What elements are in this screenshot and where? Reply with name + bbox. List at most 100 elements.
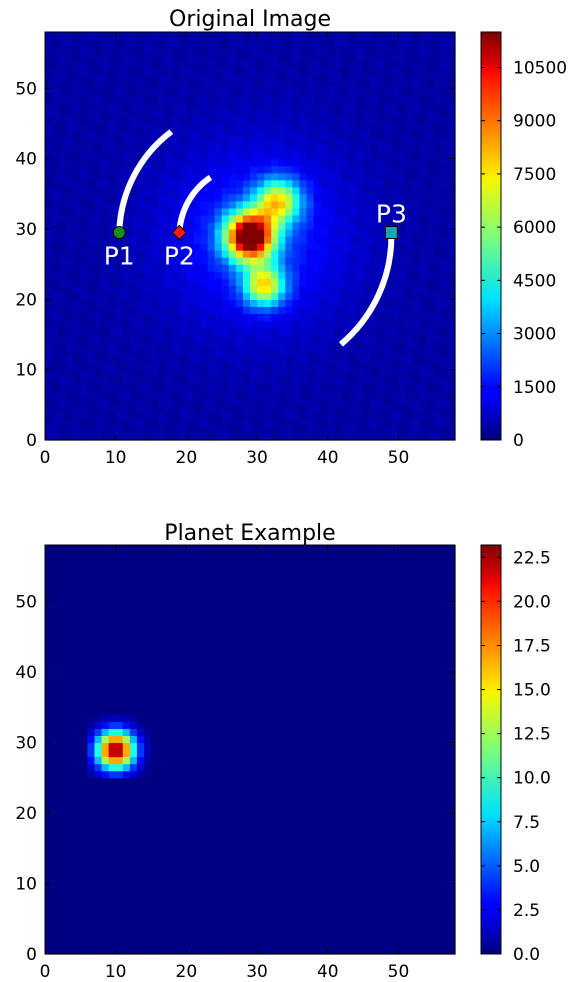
heatmap-cell — [306, 355, 315, 364]
heatmap-cell — [193, 404, 202, 413]
heatmap-cell — [193, 897, 202, 906]
heatmap-cell — [158, 39, 166, 47]
heatmap-cell — [186, 60, 195, 68]
heatmap-cell — [447, 39, 456, 47]
heatmap-cell — [278, 411, 286, 420]
heatmap-cell — [419, 207, 428, 216]
heatmap-cell — [320, 791, 329, 800]
heatmap-cell — [242, 376, 251, 385]
marker-p3 — [384, 225, 398, 239]
heatmap-cell — [158, 151, 166, 160]
heatmap-cell — [101, 355, 110, 364]
heatmap-cell — [264, 777, 272, 786]
heatmap-cell — [341, 425, 350, 434]
heatmap-cell — [447, 348, 456, 357]
heatmap-cell — [45, 418, 53, 427]
heatmap-cell — [221, 798, 230, 807]
heatmap-cell — [108, 841, 117, 849]
heatmap-cell — [433, 812, 442, 821]
heatmap-cell — [108, 798, 117, 807]
heatmap-cell — [193, 869, 202, 878]
heatmap-cell — [59, 32, 67, 40]
heatmap-cell — [419, 95, 428, 103]
heatmap-cell — [52, 770, 60, 779]
heatmap-cell — [228, 250, 237, 258]
heatmap-cell — [320, 883, 329, 892]
heatmap-cell — [172, 355, 180, 364]
heatmap-cell — [348, 904, 357, 913]
heatmap-cell — [115, 39, 124, 47]
heatmap-cell — [440, 88, 449, 96]
heatmap-cell — [250, 271, 258, 279]
heatmap-cell — [292, 418, 301, 427]
heatmap-cell — [363, 791, 371, 800]
heatmap-cell — [158, 221, 166, 230]
heatmap-cell — [143, 390, 152, 399]
heatmap-cell — [250, 411, 258, 420]
heatmap-cell — [370, 123, 378, 132]
heatmap-cell — [398, 784, 407, 793]
heatmap-cell — [377, 362, 385, 371]
heatmap-cell — [59, 221, 67, 230]
heatmap-cell — [370, 327, 378, 336]
heatmap-cell — [158, 397, 166, 406]
heatmap-cell — [299, 172, 308, 181]
heatmap-cell — [299, 834, 308, 842]
heatmap-cell — [257, 250, 265, 258]
heatmap-cell — [214, 855, 223, 863]
heatmap-cell — [158, 946, 166, 955]
heatmap-cell — [52, 805, 60, 814]
heatmap-cell — [433, 46, 442, 54]
heatmap-cell — [327, 383, 336, 392]
heatmap-cell — [129, 418, 138, 427]
heatmap-cell — [101, 250, 110, 258]
heatmap-cell — [207, 355, 216, 364]
heatmap-cell — [45, 883, 53, 892]
heatmap-cell — [108, 946, 117, 955]
heatmap-cell — [59, 299, 67, 307]
heatmap-cell — [384, 890, 392, 899]
heatmap-cell — [158, 862, 166, 870]
heatmap-cell — [193, 292, 202, 300]
heatmap-cell — [122, 397, 131, 406]
heatmap-cell — [242, 355, 251, 364]
heatmap-cell — [377, 383, 385, 392]
heatmap-cell — [363, 848, 371, 856]
heatmap-cell — [285, 144, 294, 153]
heatmap-cell — [426, 397, 435, 406]
heatmap-cell — [242, 102, 251, 110]
heatmap-cell — [419, 355, 428, 364]
heatmap-cell — [313, 404, 322, 413]
heatmap-cell — [334, 805, 343, 814]
heatmap-cell — [271, 67, 279, 75]
heatmap-cell — [363, 883, 371, 892]
heatmap-cell — [59, 320, 67, 329]
heatmap-cell — [186, 46, 195, 54]
heatmap-cell — [271, 292, 279, 300]
heatmap-cell — [299, 418, 308, 427]
heatmap-cell — [264, 376, 272, 385]
heatmap-cell — [101, 46, 110, 54]
heatmap-cell — [391, 151, 400, 160]
heatmap-cell — [129, 74, 138, 82]
heatmap-cell — [285, 109, 294, 118]
heatmap-cell — [165, 320, 173, 329]
heatmap-cell — [73, 137, 81, 146]
heatmap-cell — [193, 812, 202, 821]
heatmap-cell — [327, 299, 336, 307]
heatmap-cell — [94, 116, 103, 125]
marker-label-p2: P2 — [164, 241, 195, 270]
heatmap-cell — [228, 116, 237, 125]
heatmap-cell — [419, 144, 428, 153]
heatmap-cell — [384, 925, 392, 934]
heatmap-cell — [80, 411, 89, 420]
heatmap-cell — [370, 841, 378, 849]
heatmap-cell — [129, 102, 138, 110]
heatmap-cell — [419, 939, 428, 948]
heatmap-cell — [278, 383, 286, 392]
heatmap-cell — [278, 60, 286, 68]
heatmap-cell — [179, 369, 187, 378]
heatmap-cell — [108, 95, 117, 103]
heatmap-cell — [193, 102, 202, 110]
heatmap-cell — [348, 116, 357, 125]
